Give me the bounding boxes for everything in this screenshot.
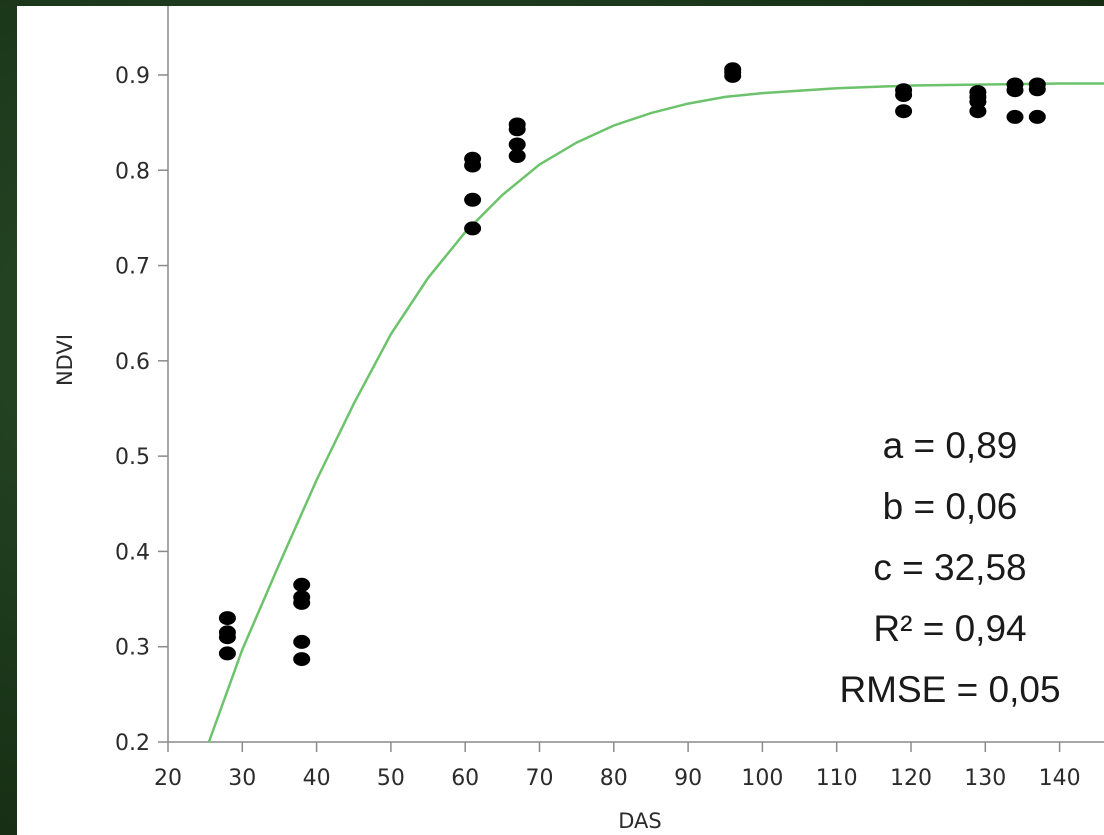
data-point [218,646,236,661]
x-tick-label: 140 [1039,766,1081,791]
data-point [218,611,236,626]
x-tick-label: 20 [154,766,182,791]
y-tick-label: 0.7 [115,255,150,280]
data-point [293,577,311,592]
data-point [464,221,482,236]
y-tick-label: 0.2 [115,731,150,756]
y-tick-label: 0.4 [115,540,150,565]
data-point [895,104,913,119]
fit-curve-layer [207,82,1104,743]
y-tick-label: 0.8 [115,159,150,184]
x-tick-label: 90 [674,766,702,791]
x-tick-label: 50 [377,766,405,791]
data-point [464,192,482,207]
x-axis-title: DAS [618,809,662,833]
x-tick-label: 60 [451,766,479,791]
annotation-line: b = 0,06 [883,486,1018,527]
y-tick-label: 0.9 [115,64,150,89]
data-point [293,634,311,649]
data-point [724,68,742,83]
x-tick-label: 100 [741,766,783,791]
fit-curve-line [207,82,1104,743]
data-point [464,158,482,173]
x-tick-label: 120 [890,766,932,791]
data-point [1006,109,1024,124]
annotation-line: a = 0,89 [883,425,1018,466]
data-point [293,652,311,667]
y-axis-title: NDVI [53,334,77,386]
x-tick-label: 110 [816,766,858,791]
data-point [508,137,526,152]
x-tick-label: 70 [526,766,554,791]
chart-panel [17,6,1104,835]
data-point [508,149,526,163]
x-tick-label: 80 [600,766,628,791]
data-point [1006,83,1024,98]
data-point [969,104,987,119]
data-point [1028,109,1046,124]
y-tick-label: 0.6 [115,350,150,375]
data-point [508,122,526,137]
annotation-block: a = 0,89 b = 0,06 c = 32,58 R² = 0,94 RMSE =… [839,425,1060,710]
points-layer [218,62,1046,667]
y-tick-label: 0.5 [115,445,150,470]
data-point [895,88,913,102]
x-tick-label: 130 [964,766,1006,791]
data-point [293,595,311,610]
data-point [1028,82,1046,97]
annotation-line: c = 32,58 [873,547,1026,588]
x-tick-label: 30 [228,766,256,791]
annotation-line: R² = 0,94 [873,608,1026,649]
y-tick-label: 0.3 [115,636,150,661]
x-tick-label: 40 [303,766,331,791]
axes: 0.2 0.3 0.4 0.5 0.6 0.7 0.8 0.9 20 30 40 50 60 70 80 90… [53,6,1104,833]
data-point [218,630,236,645]
annotation-line: RMSE = 0,05 [839,669,1060,710]
